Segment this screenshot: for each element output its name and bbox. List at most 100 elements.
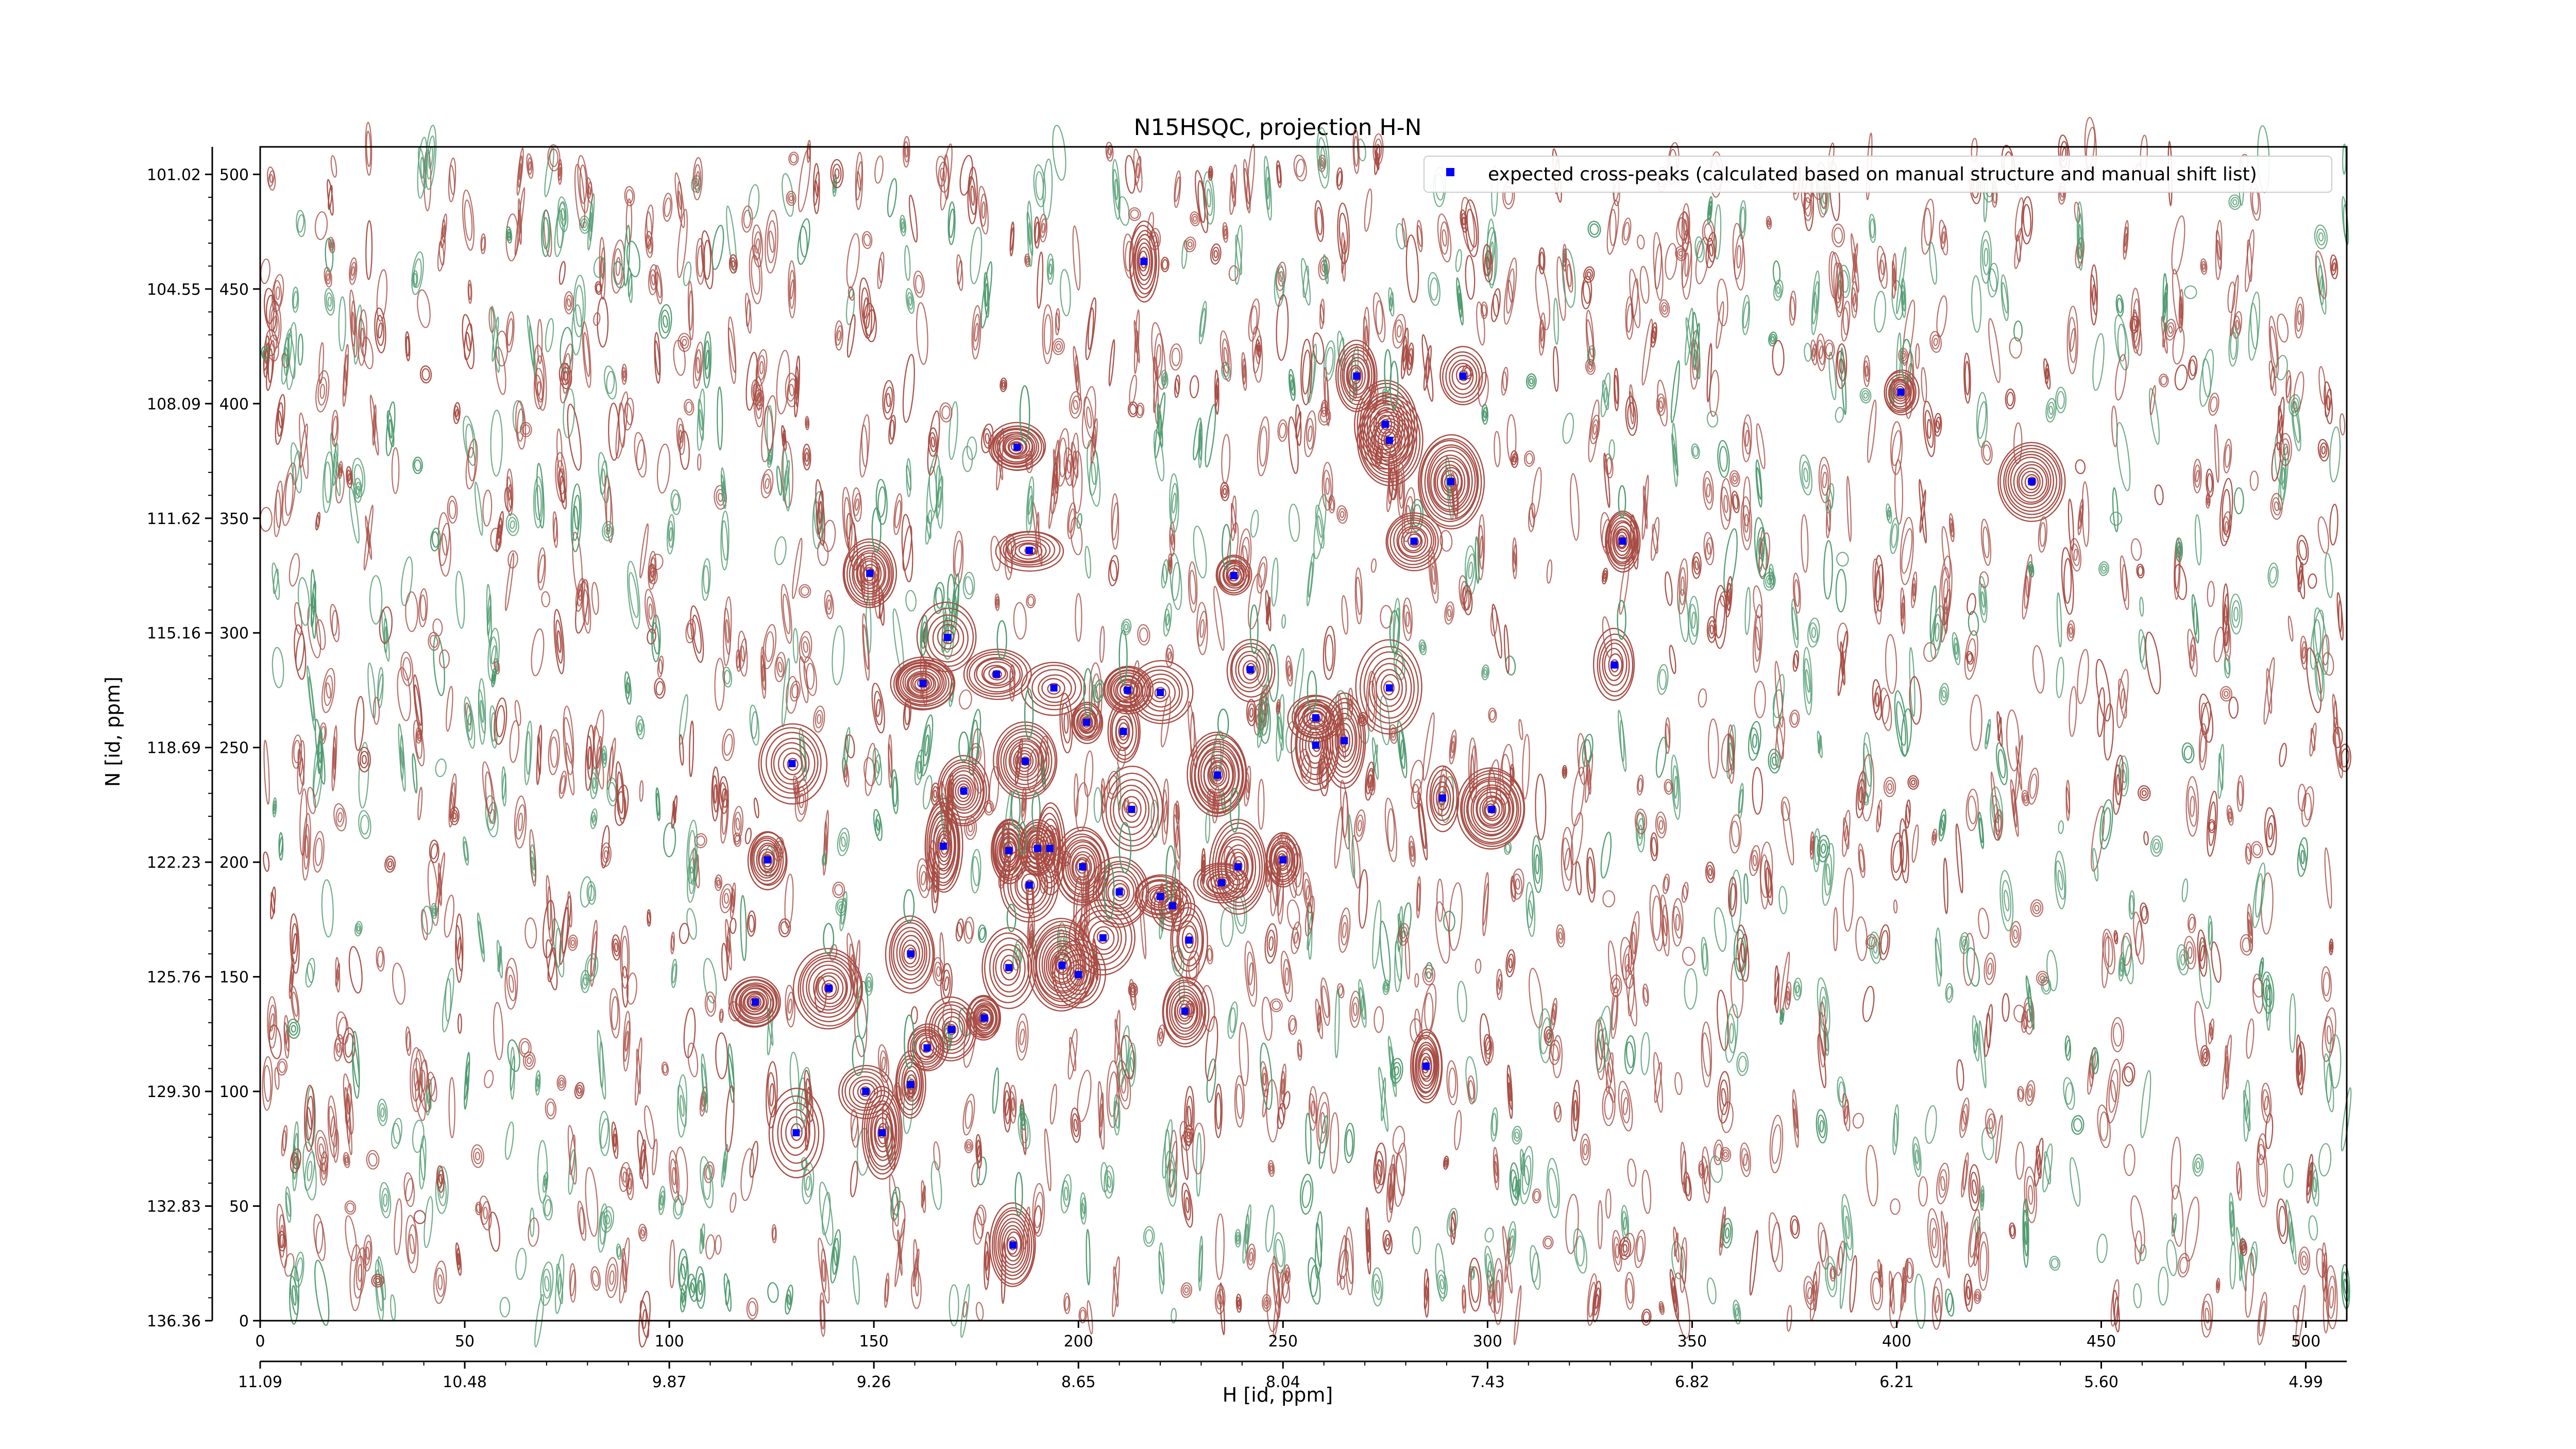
noise-contour-negative [377, 1256, 386, 1301]
noise-contour-negative [1781, 1013, 1784, 1020]
noise-contour-positive [1962, 933, 1975, 986]
noise-contour-positive [783, 433, 785, 443]
noise-contour-negative [1171, 945, 1184, 977]
noise-contour-negative [383, 617, 388, 653]
noise-contour-positive [1807, 1287, 1812, 1300]
noise-contour-positive [1341, 240, 1346, 274]
noise-contour-positive [2245, 843, 2252, 865]
noise-contour-positive [1261, 997, 1273, 1041]
noise-contour-negative [487, 604, 492, 626]
noise-contour-positive [1295, 159, 1305, 177]
noise-contour-positive [1626, 303, 1633, 333]
noise-contour-positive [721, 798, 728, 835]
noise-contour-negative [1482, 667, 1488, 678]
noise-contour-positive [2178, 289, 2184, 333]
noise-contour-positive [2187, 947, 2193, 959]
noise-contour-positive [1792, 1099, 1799, 1139]
noise-contour-positive [1624, 953, 1630, 972]
noise-contour-positive [1230, 495, 1237, 542]
noise-contour-positive [1985, 1108, 1997, 1139]
noise-contour-negative [501, 766, 507, 807]
noise-contour-negative [1062, 1180, 1070, 1207]
noise-contour-positive [2242, 937, 2251, 953]
noise-contour-negative [2290, 397, 2299, 413]
noise-contour-negative [1803, 647, 1813, 715]
noise-contour-positive [2038, 516, 2048, 553]
noise-contour-positive [289, 553, 300, 587]
noise-contour-positive [2309, 722, 2317, 757]
noise-contour-positive [822, 1259, 826, 1283]
noise-contour-positive [726, 927, 731, 963]
noise-contour-negative [2267, 562, 2279, 588]
noise-contour-positive [1321, 462, 1333, 511]
noise-contour-negative [703, 958, 717, 1004]
noise-contour-negative [839, 832, 848, 852]
noise-contour-positive [1167, 651, 1172, 660]
noise-contour-positive [2339, 413, 2346, 436]
noise-contour-positive [1293, 155, 1307, 181]
noise-contour-negative [1430, 277, 1439, 301]
noise-contour-negative [1859, 387, 1872, 403]
noise-contour-negative [606, 370, 615, 394]
noise-contour-negative [2058, 820, 2064, 834]
noise-contour-negative [867, 980, 871, 989]
noise-contour-positive [1522, 734, 1530, 800]
noise-contour-negative [1984, 247, 1989, 267]
noise-contour-positive [728, 1001, 741, 1022]
noise-contour-positive [1244, 940, 1258, 1007]
noise-contour-positive [2257, 1292, 2267, 1345]
noise-contour-positive [516, 147, 524, 196]
noise-contour-negative [2250, 302, 2259, 350]
noise-contour-positive [878, 258, 883, 283]
noise-contour-positive [863, 757, 876, 786]
noise-contour-positive [1929, 331, 1942, 353]
noise-contour-negative [2124, 943, 2132, 977]
noise-contour-positive [1175, 824, 1179, 848]
noise-contour-positive [1067, 502, 1076, 540]
noise-contour-positive [917, 858, 930, 898]
noise-contour-negative [487, 802, 497, 831]
noise-contour-negative [668, 520, 674, 548]
noise-contour-positive [1634, 1229, 1646, 1268]
noise-contour-negative [604, 365, 617, 400]
noise-contour-positive [394, 1198, 402, 1255]
noise-contour-negative [333, 453, 337, 476]
noise-contour-positive [1950, 522, 1953, 533]
noise-contour-negative [970, 227, 982, 284]
noise-contour-positive [1923, 208, 1932, 246]
noise-contour-negative [1196, 1132, 1202, 1197]
noise-contour-negative [1483, 669, 1487, 676]
noise-contour-negative [555, 927, 562, 968]
noise-contour-negative [1531, 1252, 1539, 1283]
noise-contour-positive [1805, 1281, 1814, 1305]
noise-contour-negative [2329, 426, 2341, 483]
noise-contour-negative [2049, 1256, 2061, 1271]
noise-contour-positive [855, 161, 863, 201]
noise-contour-negative [297, 577, 310, 626]
noise-contour-positive [2099, 1111, 2109, 1141]
noise-contour-positive [1269, 1165, 1273, 1172]
noise-contour-negative [1428, 272, 1440, 306]
noise-contour-positive [350, 261, 357, 281]
noise-contour-positive [2013, 929, 2018, 939]
noise-contour-positive [622, 1258, 626, 1283]
noise-contour-negative [1486, 227, 1498, 285]
noise-contour-positive [1680, 1141, 1687, 1194]
noise-contour-positive [2009, 921, 2022, 948]
noise-contour-negative [582, 221, 587, 228]
noise-contour-positive [725, 919, 732, 971]
noise-contour-positive [1174, 176, 1181, 202]
noise-contour-negative [2269, 566, 2277, 584]
noise-contour-positive [1660, 302, 1669, 315]
noise-contour-positive [1879, 1268, 1882, 1279]
noise-contour-positive [449, 782, 456, 819]
noise-contour-positive [1351, 835, 1361, 889]
noise-contour-positive [2097, 1104, 2111, 1149]
noise-contour-positive [1793, 1108, 1798, 1129]
noise-contour-negative [670, 489, 681, 515]
noise-contour-negative [531, 856, 535, 871]
noise-contour-negative [272, 562, 280, 600]
noise-contour-positive [696, 171, 700, 187]
noise-contour-positive [2246, 846, 2251, 862]
noise-contour-positive [2011, 925, 2020, 943]
